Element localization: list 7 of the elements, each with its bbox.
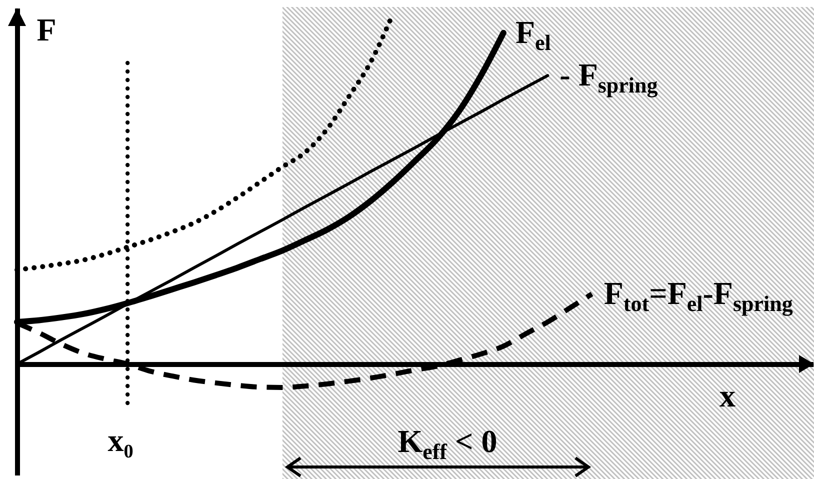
series-label: F$_{tot}$=F$_{el}$-F$_{spring}$ bbox=[604, 275, 793, 316]
series-label: F$_{el}$ bbox=[515, 14, 551, 55]
text: x₀ bbox=[108, 422, 134, 458]
x-axis-title: x bbox=[720, 378, 736, 414]
series-label: - F$_{spring}$ bbox=[560, 56, 658, 98]
text: K$_{eff}$ < 0 bbox=[398, 423, 498, 464]
y-axis-title: F bbox=[36, 12, 56, 48]
